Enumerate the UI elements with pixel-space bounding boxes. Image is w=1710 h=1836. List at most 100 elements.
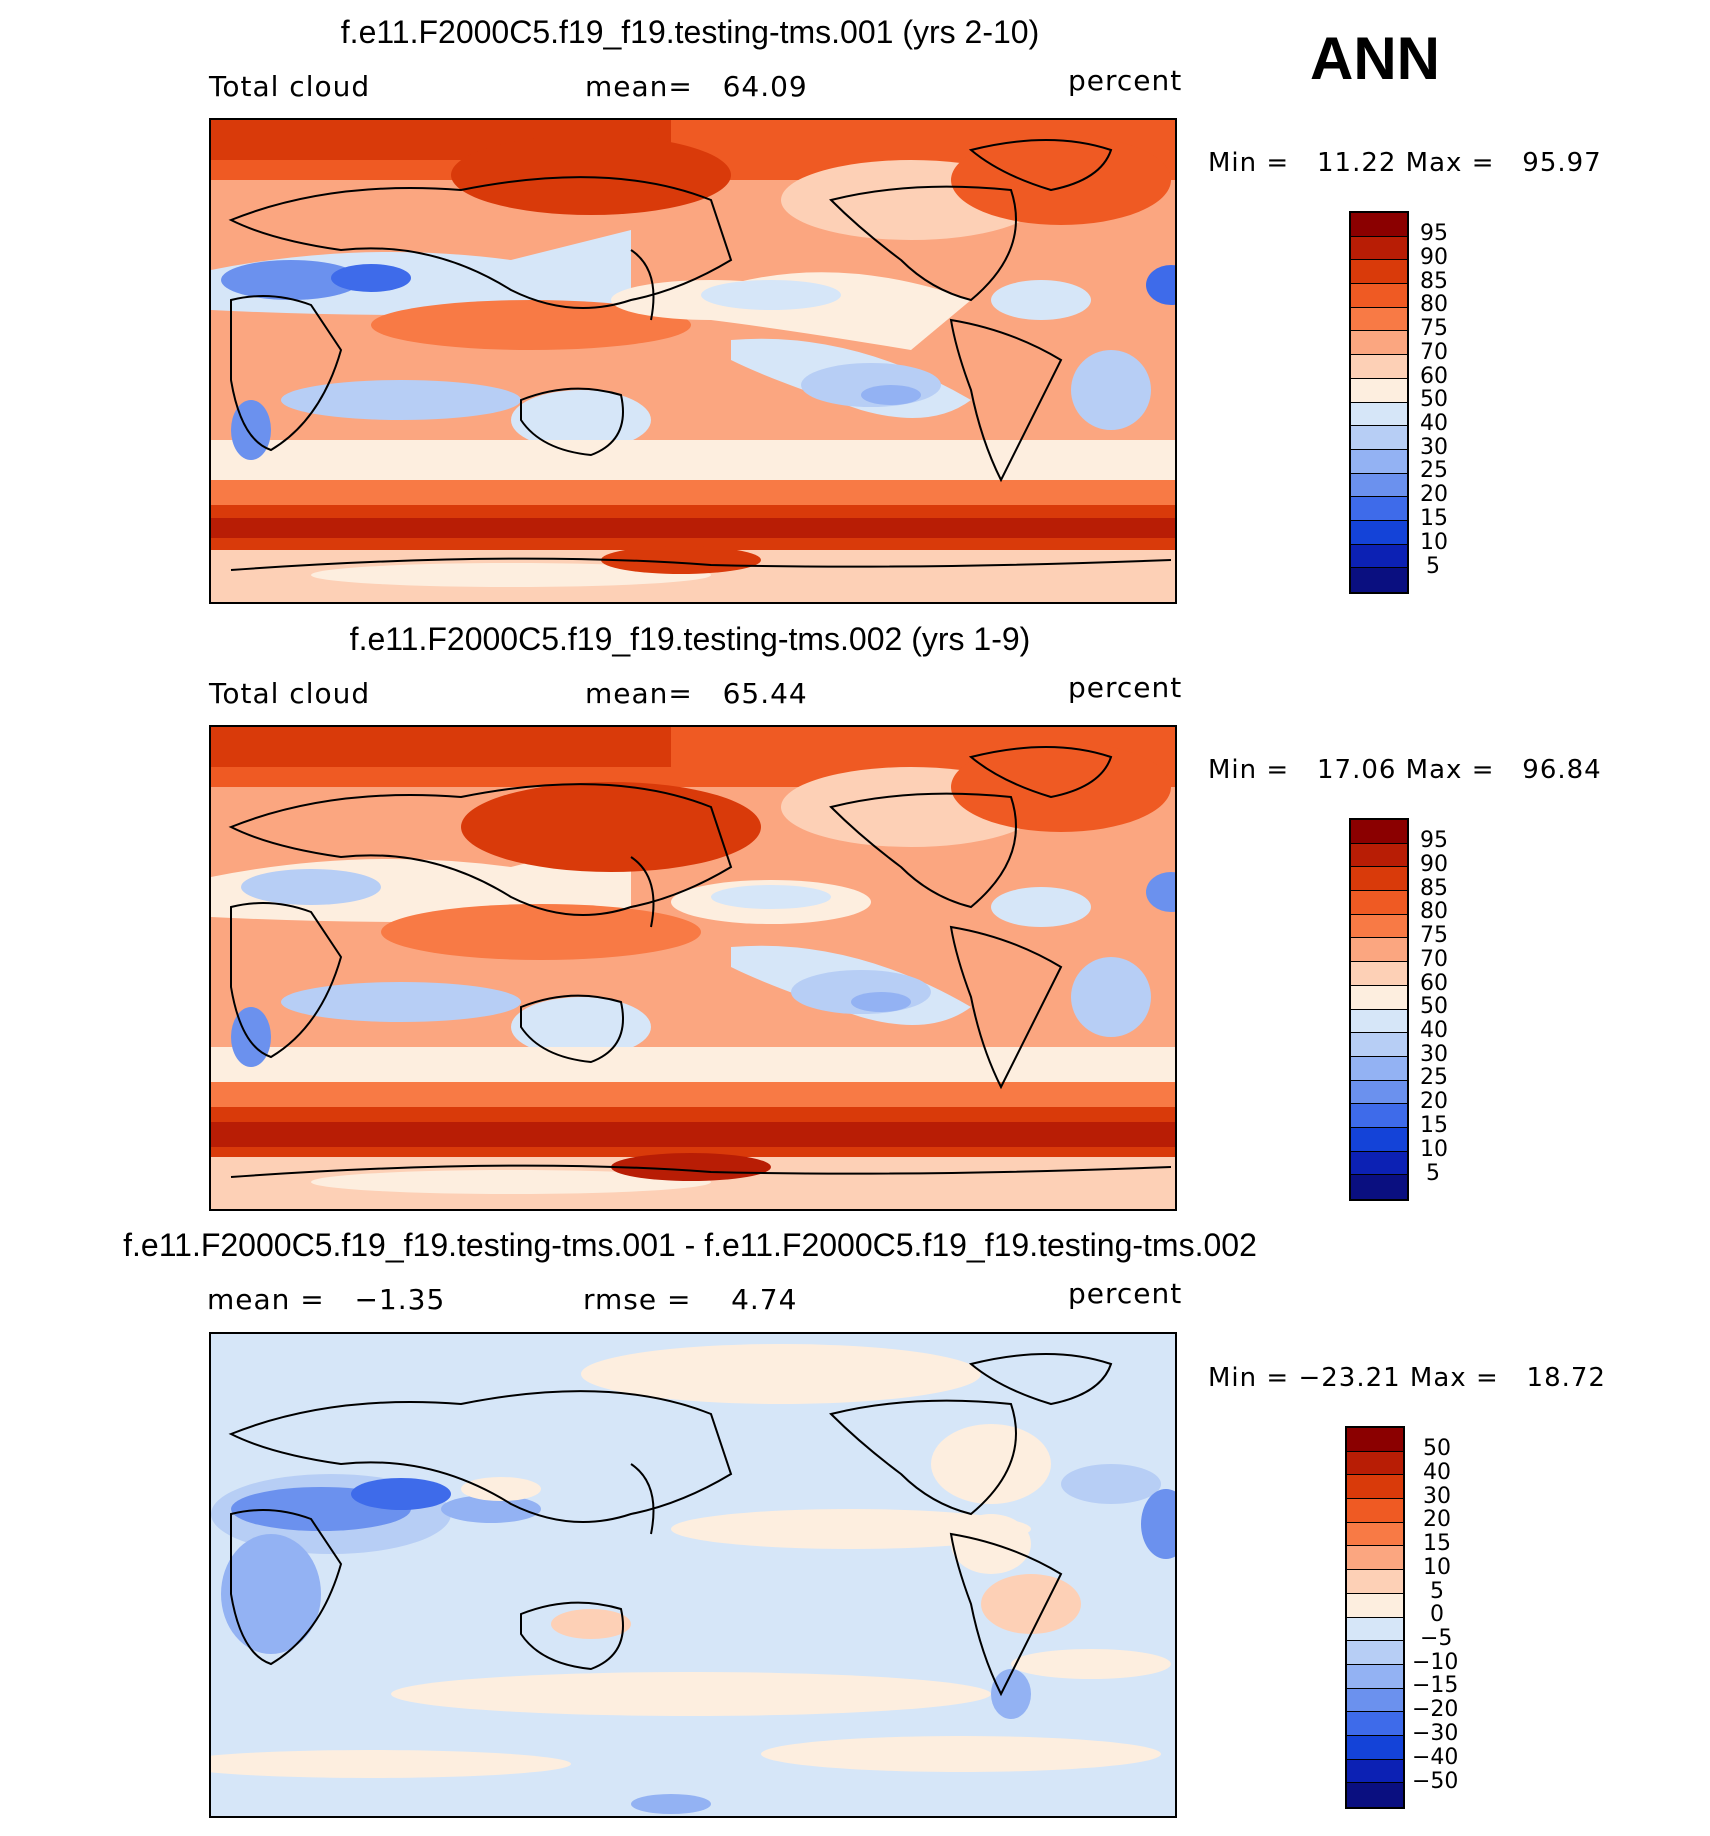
map-graphic [211,727,1175,1209]
colorbar-tick-label: 40 [1420,411,1448,436]
colorbar-swatch [1347,1546,1403,1571]
colorbar-swatch [1351,938,1407,963]
colorbar-tick-label: 10 [1420,1137,1448,1162]
colorbar-swatch [1347,1783,1403,1807]
panel-control-case: f.e11.F2000C5.f19_f19.testing-tms.002 (y… [0,607,1710,1211]
colorbar-tick-label: 90 [1420,245,1448,270]
variable-label: Total cloud [209,70,371,103]
colorbar [1345,1426,1405,1809]
min-max-label: Min = −23.21 Max = 18.72 [1208,1363,1606,1393]
colorbar-tick-label: 30 [1423,1484,1451,1509]
colorbar-tick-label: 15 [1423,1531,1451,1556]
colorbar-tick-label: −15 [1412,1673,1459,1698]
contour-map [209,1332,1177,1818]
colorbar-swatch [1351,1175,1407,1199]
colorbar-swatch [1351,331,1407,356]
colorbar [1349,211,1409,594]
colorbar-swatch [1351,891,1407,915]
min-max-label: Min = 11.22 Max = 95.97 [1208,148,1602,178]
contour-map [209,118,1177,604]
colorbar-swatch [1347,1451,1403,1476]
colorbar-swatch [1351,914,1407,939]
colorbar-swatch [1351,843,1407,868]
colorbar-tick-label: 15 [1420,1113,1448,1138]
map-graphic [211,1334,1175,1816]
colorbar-tick-label: −20 [1412,1697,1459,1722]
colorbar-tick-label: 60 [1420,971,1448,996]
colorbar-swatch [1351,1127,1407,1152]
colorbar-tick-label: 20 [1423,1507,1451,1532]
colorbar-tick-label: 25 [1420,458,1448,483]
mean-label: mean = −1.35 [207,1283,446,1316]
colorbar-swatch [1351,473,1407,498]
panel-title: f.e11.F2000C5.f19_f19.testing-tms.001 (y… [340,14,1040,50]
colorbar-tick-label: −50 [1412,1769,1459,1794]
colorbar-swatch [1347,1688,1403,1713]
colorbar-tick-label: 80 [1420,899,1448,924]
colorbar-tick-label: 70 [1420,340,1448,365]
panel-title: f.e11.F2000C5.f19_f19.testing-tms.001 - … [123,1227,1257,1263]
panel-title: f.e11.F2000C5.f19_f19.testing-tms.002 (y… [349,621,1031,657]
colorbar-swatch [1351,497,1407,521]
colorbar-tick-label: 30 [1420,1042,1448,1067]
mean-label: mean= 64.09 [585,70,808,103]
colorbar-swatch [1347,1664,1403,1689]
colorbar-tick-label: 30 [1420,435,1448,460]
panel-test-case: f.e11.F2000C5.f19_f19.testing-tms.001 (y… [0,0,1710,604]
colorbar-swatch [1347,1712,1403,1736]
colorbar-tick-label: −40 [1412,1745,1459,1770]
colorbar-tick-label: 95 [1420,828,1448,853]
colorbar-tick-label: 5 [1426,1161,1440,1186]
colorbar-swatch [1351,355,1407,379]
panel-difference: f.e11.F2000C5.f19_f19.testing-tms.001 - … [0,1215,1710,1818]
colorbar-tick-label: 40 [1420,1018,1448,1043]
colorbar-swatch [1347,1499,1403,1523]
colorbar-tick-label: 20 [1420,1089,1448,1114]
colorbar-tick-label: 50 [1420,994,1448,1019]
colorbar-swatch [1351,449,1407,474]
colorbar-tick-label: 60 [1420,364,1448,389]
colorbar-tick-label: 10 [1423,1555,1451,1580]
colorbar-swatch [1351,520,1407,545]
colorbar-swatch [1351,260,1407,285]
colorbar-swatch [1351,284,1407,308]
colorbar-tick-label: 75 [1420,316,1448,341]
colorbar-swatch [1351,213,1407,237]
colorbar-swatch [1347,1593,1403,1618]
colorbar-swatch [1351,1151,1407,1176]
colorbar-swatch [1351,378,1407,403]
colorbar-tick-label: 90 [1420,852,1448,877]
colorbar-tick-label: 75 [1420,923,1448,948]
colorbar-tick-label: 40 [1423,1460,1451,1485]
colorbar-tick-label: −30 [1412,1721,1459,1746]
colorbar-swatch [1347,1759,1403,1784]
colorbar-tick-label: 80 [1420,292,1448,317]
rmse-label: rmse = 4.74 [583,1283,798,1316]
colorbar [1349,818,1409,1201]
colorbar-swatch [1347,1428,1403,1452]
colorbar-tick-label: 15 [1420,506,1448,531]
colorbar-swatch [1351,1080,1407,1105]
colorbar-swatch [1351,544,1407,569]
colorbar-tick-label: 85 [1420,876,1448,901]
colorbar-swatch [1347,1641,1403,1665]
colorbar-tick-label: 0 [1430,1602,1444,1627]
colorbar-tick-label: 85 [1420,269,1448,294]
colorbar-tick-label: 95 [1420,221,1448,246]
colorbar-tick-label: 5 [1430,1579,1444,1604]
colorbar-tick-label: −10 [1412,1650,1459,1675]
colorbar-swatch [1347,1617,1403,1642]
colorbar-swatch [1351,236,1407,261]
colorbar-swatch [1351,1033,1407,1057]
contour-map [209,725,1177,1211]
mean-label: mean= 65.44 [585,677,808,710]
colorbar-tick-label: 50 [1420,387,1448,412]
units-label: percent [1068,64,1183,97]
units-label: percent [1068,671,1183,704]
colorbar-swatch [1351,568,1407,592]
colorbar-swatch [1351,985,1407,1010]
colorbar-swatch [1351,1056,1407,1081]
colorbar-swatch [1347,1570,1403,1594]
min-max-label: Min = 17.06 Max = 96.84 [1208,755,1602,785]
colorbar-swatch [1351,402,1407,427]
